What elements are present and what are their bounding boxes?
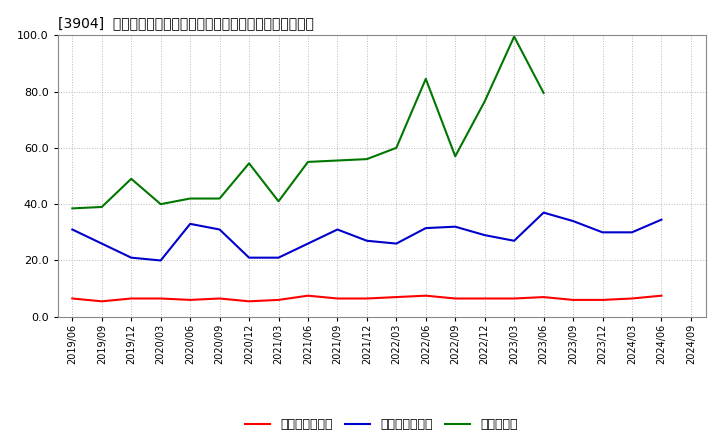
買入債務回転率 xyxy=(156,258,165,263)
在庫回転率 xyxy=(363,157,372,162)
買入債務回転率 xyxy=(421,225,430,231)
買入債務回転率 xyxy=(451,224,459,229)
在庫回転率 xyxy=(421,76,430,81)
買入債務回転率 xyxy=(333,227,342,232)
買入債務回転率 xyxy=(480,232,489,238)
売上債権回転率 xyxy=(186,297,194,303)
買入債務回転率 xyxy=(97,241,106,246)
在庫回転率 xyxy=(215,196,224,201)
在庫回転率 xyxy=(304,159,312,165)
Line: 買入債務回転率: 買入債務回転率 xyxy=(72,213,662,260)
売上債権回転率 xyxy=(215,296,224,301)
売上債権回転率 xyxy=(657,293,666,298)
買入債務回転率 xyxy=(127,255,135,260)
買入債務回転率 xyxy=(628,230,636,235)
売上債権回転率 xyxy=(97,299,106,304)
在庫回転率 xyxy=(68,206,76,211)
売上債権回転率 xyxy=(304,293,312,298)
在庫回転率 xyxy=(510,34,518,39)
買入債務回転率 xyxy=(186,221,194,227)
売上債権回転率 xyxy=(245,299,253,304)
売上債権回転率 xyxy=(127,296,135,301)
買入債務回転率 xyxy=(510,238,518,243)
買入債務回転率 xyxy=(598,230,607,235)
在庫回転率 xyxy=(127,176,135,181)
在庫回転率 xyxy=(539,90,548,95)
買入債務回転率 xyxy=(657,217,666,222)
買入債務回転率 xyxy=(392,241,400,246)
売上債権回転率 xyxy=(628,296,636,301)
在庫回転率 xyxy=(156,202,165,207)
売上債権回転率 xyxy=(363,296,372,301)
売上債権回転率 xyxy=(392,294,400,300)
買入債務回転率 xyxy=(215,227,224,232)
売上債権回転率 xyxy=(156,296,165,301)
在庫回転率 xyxy=(451,154,459,159)
買入債務回転率 xyxy=(274,255,283,260)
買入債務回転率 xyxy=(569,218,577,224)
売上債権回転率 xyxy=(480,296,489,301)
在庫回転率 xyxy=(186,196,194,201)
売上債権回転率 xyxy=(510,296,518,301)
Legend: 売上債権回転率, 買入債務回転率, 在庫回転率: 売上債権回転率, 買入債務回転率, 在庫回転率 xyxy=(240,413,523,436)
Text: [3904]  売上債権回転率、買入債務回転率、在庫回転率の推移: [3904] 売上債権回転率、買入債務回転率、在庫回転率の推移 xyxy=(58,16,313,30)
買入債務回転率 xyxy=(304,241,312,246)
買入債務回転率 xyxy=(245,255,253,260)
売上債権回転率 xyxy=(539,294,548,300)
買入債務回転率 xyxy=(363,238,372,243)
売上債権回転率 xyxy=(598,297,607,303)
売上債権回転率 xyxy=(68,296,76,301)
在庫回転率 xyxy=(333,158,342,163)
在庫回転率 xyxy=(97,204,106,209)
買入債務回転率 xyxy=(68,227,76,232)
売上債権回転率 xyxy=(569,297,577,303)
在庫回転率 xyxy=(245,161,253,166)
Line: 在庫回転率: 在庫回転率 xyxy=(72,37,544,209)
Line: 売上債権回転率: 売上債権回転率 xyxy=(72,296,662,301)
売上債権回転率 xyxy=(421,293,430,298)
在庫回転率 xyxy=(480,99,489,104)
買入債務回転率 xyxy=(539,210,548,215)
在庫回転率 xyxy=(392,145,400,150)
売上債権回転率 xyxy=(333,296,342,301)
売上債権回転率 xyxy=(451,296,459,301)
在庫回転率 xyxy=(274,199,283,204)
売上債権回転率 xyxy=(274,297,283,303)
